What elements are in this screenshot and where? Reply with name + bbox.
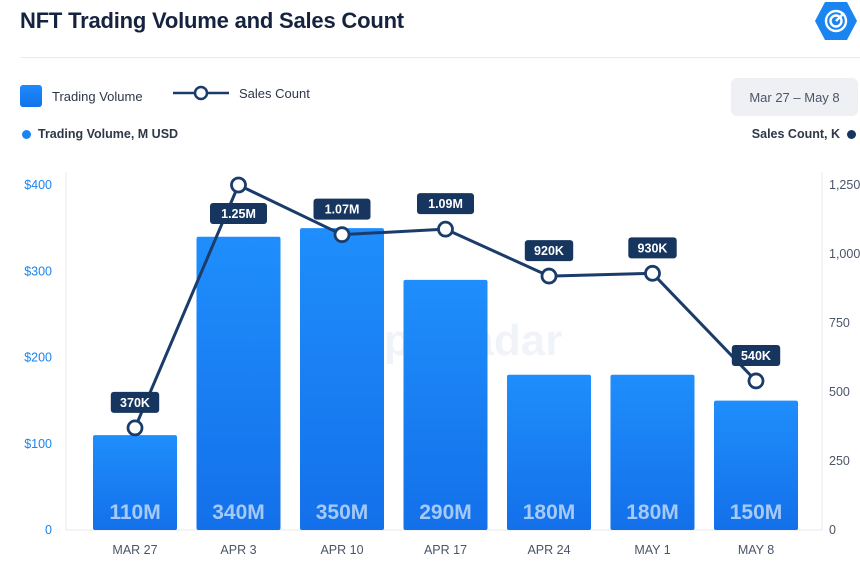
volume-bar (300, 228, 384, 530)
sales-count-point (540, 267, 558, 285)
legend-bar-swatch (20, 85, 42, 107)
right-y-tick-label: 250 (829, 454, 850, 468)
left-y-tick-label: $200 (24, 351, 52, 365)
left-axis-title-text: Trading Volume, M USD (38, 127, 179, 141)
header-divider (20, 57, 860, 58)
x-tick-label: APR 10 (320, 543, 363, 557)
right-y-tick-label: 1,250 (829, 178, 860, 192)
x-tick-label: MAY 1 (634, 543, 670, 557)
right-y-tick-label: 500 (829, 385, 850, 399)
sales-count-point (230, 176, 247, 194)
date-range-selector[interactable]: Mar 27 – May 8 (731, 78, 858, 116)
sales-count-point (437, 220, 454, 238)
x-tick-label: APR 3 (220, 543, 256, 557)
volume-bar (403, 279, 488, 530)
bar-value-label: 340M (212, 501, 265, 524)
volume-bar (610, 374, 695, 530)
right-y-tick-label: 750 (829, 316, 850, 330)
right-axis-title-text: Sales Count, K (751, 127, 840, 141)
bar-value-label: 350M (316, 501, 369, 524)
sales-count-badge (628, 237, 677, 259)
sales-count-point (333, 226, 351, 244)
x-tick-label: MAY 8 (738, 543, 774, 557)
sales-count-badge (417, 193, 474, 215)
x-tick-label: MAR 27 (112, 543, 157, 557)
right-y-tick-label: 1,000 (829, 247, 860, 261)
volume-bar (507, 374, 591, 530)
volume-bar (196, 236, 281, 530)
volume-bar (714, 400, 798, 530)
bar-value-label: 180M (523, 501, 576, 524)
legend-volume-label: Trading Volume (52, 88, 143, 104)
bar-value-label: 110M (109, 501, 160, 524)
sales-count-badge (313, 198, 371, 220)
bar-value-label: 180M (626, 501, 679, 524)
left-y-tick-label: 0 (45, 523, 52, 537)
dappradar-logo-icon (815, 2, 857, 40)
x-tick-label: APR 24 (527, 543, 570, 557)
sales-count-point (747, 372, 765, 390)
legend-line-marker-icon (173, 85, 229, 101)
right-axis-dot (847, 129, 856, 139)
x-tick-label: APR 17 (424, 543, 467, 557)
sales-count-badge (210, 203, 267, 224)
sales-count-label: 920K (534, 244, 564, 258)
sales-count-badge (110, 391, 160, 413)
sales-count-badge (524, 240, 574, 262)
sales-count-badge (731, 344, 781, 366)
legend-trading-volume[interactable]: Trading Volume (20, 85, 143, 107)
right-axis-title: Sales Count, K (752, 127, 856, 141)
left-axis-title: Trading Volume, M USD (22, 127, 178, 141)
left-y-tick-label: $300 (24, 264, 52, 278)
sales-count-label: 1.25M (221, 207, 256, 221)
legend-count-label: Sales Count (239, 85, 310, 101)
sales-count-label: 540K (741, 349, 771, 363)
left-y-tick-label: $100 (24, 437, 52, 451)
sales-count-label: 1.07M (325, 203, 360, 217)
sales-count-label: 930K (638, 241, 668, 255)
sales-count-label: 370K (120, 396, 150, 410)
chart-title: NFT Trading Volume and Sales Count (20, 8, 404, 33)
sales-count-point (126, 419, 144, 437)
sales-count-label: 1.09M (428, 197, 463, 211)
sales-count-point (644, 264, 661, 282)
left-axis-dot (22, 129, 31, 139)
bar-value-label: 290M (419, 501, 472, 524)
volume-bar (93, 435, 177, 530)
right-y-tick-label: 0 (829, 523, 836, 537)
bar-value-label: 150M (730, 501, 783, 524)
left-y-tick-label: $400 (24, 178, 52, 192)
legend-sales-count[interactable]: Sales Count (172, 85, 310, 101)
